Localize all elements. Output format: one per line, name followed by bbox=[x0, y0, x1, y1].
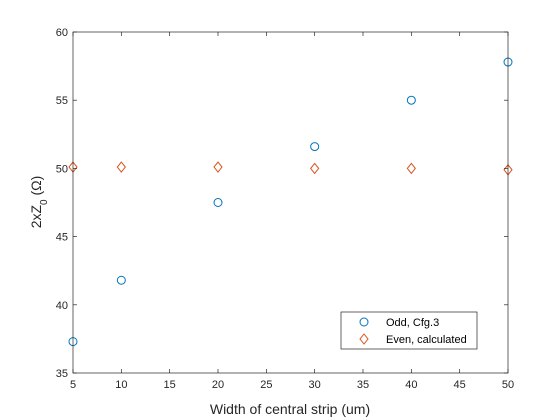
x-tick-label: 25 bbox=[260, 379, 272, 391]
y-axis-title-base: 2xZ bbox=[28, 205, 44, 229]
x-tick-label: 40 bbox=[405, 379, 417, 391]
y-tick-label: 60 bbox=[56, 27, 68, 39]
data-point-odd bbox=[406, 95, 416, 105]
y-axis-title-unit: (Ω) bbox=[28, 176, 44, 200]
legend: Odd, Cfg.3 Even, calculated bbox=[340, 311, 478, 350]
y-tick-label: 35 bbox=[56, 368, 68, 380]
y-tick-label: 50 bbox=[56, 163, 68, 175]
x-tick-label: 10 bbox=[115, 379, 127, 391]
x-tick-label: 50 bbox=[502, 379, 514, 391]
data-point-even bbox=[213, 161, 223, 173]
x-tick-label: 5 bbox=[70, 379, 76, 391]
y-axis-title: 2xZ0 (Ω) bbox=[28, 176, 50, 229]
data-point-odd bbox=[116, 275, 126, 285]
x-tick-label: 15 bbox=[164, 379, 176, 391]
legend-label-odd: Odd, Cfg.3 bbox=[386, 317, 439, 329]
data-point-even bbox=[116, 161, 126, 173]
y-tick-label: 45 bbox=[56, 232, 68, 244]
x-tick-label: 20 bbox=[212, 379, 224, 391]
x-tick-label: 45 bbox=[454, 379, 466, 391]
data-point-odd bbox=[310, 142, 320, 152]
axes-box bbox=[72, 31, 509, 374]
x-axis-title: Width of central strip (um) bbox=[210, 401, 370, 417]
x-tick-label: 35 bbox=[357, 379, 369, 391]
y-tick-label: 55 bbox=[56, 95, 68, 107]
legend-marker-odd bbox=[359, 317, 369, 327]
y-axis-title-subscript: 0 bbox=[39, 199, 50, 205]
axes: 5 10 15 20 25 30 35 40 45 50 35 40 45 50 55 60 bbox=[56, 27, 514, 391]
data-point-odd bbox=[213, 198, 223, 207]
legend-marker-even bbox=[359, 333, 369, 345]
legend-label-even: Even, calculated bbox=[386, 334, 467, 346]
data-point-even bbox=[310, 162, 320, 175]
x-tick-label: 30 bbox=[309, 379, 321, 391]
data-point-even bbox=[406, 162, 416, 175]
y-tick-label: 40 bbox=[56, 300, 68, 312]
